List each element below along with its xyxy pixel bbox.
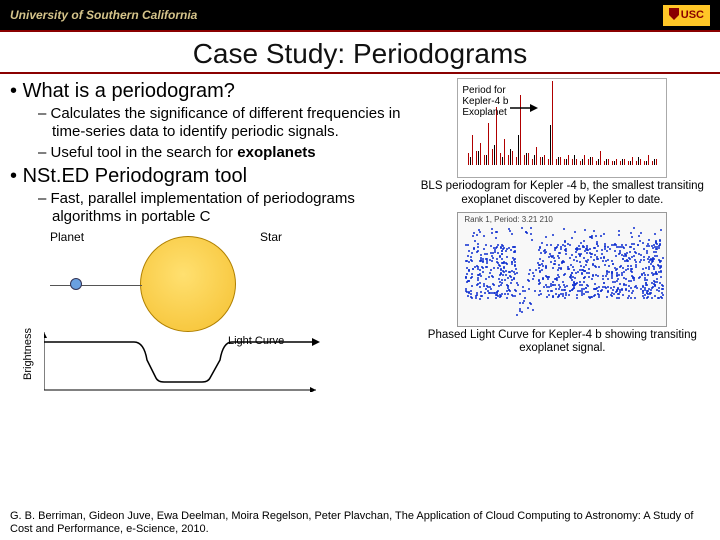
star-icon xyxy=(140,236,236,332)
header: University of Southern California USC xyxy=(0,0,720,32)
star-label: Star xyxy=(260,230,282,244)
orbit-line xyxy=(50,285,142,286)
arrow-icon xyxy=(510,103,538,113)
transit-diagram: Planet Star Light Curve Brightness xyxy=(10,230,409,395)
content: What is a periodogram? Calculates the si… xyxy=(0,74,720,395)
slide-title: Case Study: Periodograms xyxy=(0,38,720,70)
period-label: Period for Kepler-4 b Exoplanet xyxy=(462,85,508,118)
logo-text: USC xyxy=(681,9,704,21)
brightness-axis-label: Brightness xyxy=(22,328,34,380)
periodogram-chart: Period for Kepler-4 b Exoplanet xyxy=(457,78,667,178)
light-curve-plot xyxy=(44,332,324,392)
phased-lightcurve-chart: Rank 1, Period: 3.21 210 xyxy=(457,212,667,327)
left-column: What is a periodogram? Calculates the si… xyxy=(10,78,415,395)
sublist-1: Calculates the significance of different… xyxy=(38,105,409,162)
shield-icon xyxy=(669,8,679,23)
planet-label: Planet xyxy=(50,230,84,244)
sub-fast-parallel: Fast, parallel implementation of periodo… xyxy=(38,190,409,226)
periodogram-caption: BLS periodogram for Kepler -4 b, the sma… xyxy=(415,180,710,208)
bullet-nsted: NSt.ED Periodogram tool xyxy=(10,165,409,188)
citation: G. B. Berriman, Gideon Juve, Ewa Deelman… xyxy=(10,510,710,536)
bullet-periodogram-q: What is a periodogram? xyxy=(10,80,409,103)
planet-icon xyxy=(70,278,82,290)
title-bar: Case Study: Periodograms xyxy=(0,32,720,74)
sub-significance: Calculates the significance of different… xyxy=(38,105,409,141)
university-name: University of Southern California xyxy=(10,8,197,22)
phased-header: Rank 1, Period: 3.21 210 xyxy=(464,215,553,224)
phased-caption: Phased Light Curve for Kepler-4 b showin… xyxy=(415,329,710,357)
right-column: Period for Kepler-4 b Exoplanet BLS peri… xyxy=(415,78,710,395)
sub-exoplanets: Useful tool in the search for exoplanets xyxy=(38,144,409,162)
sublist-2: Fast, parallel implementation of periodo… xyxy=(38,190,409,226)
usc-logo: USC xyxy=(663,5,710,26)
